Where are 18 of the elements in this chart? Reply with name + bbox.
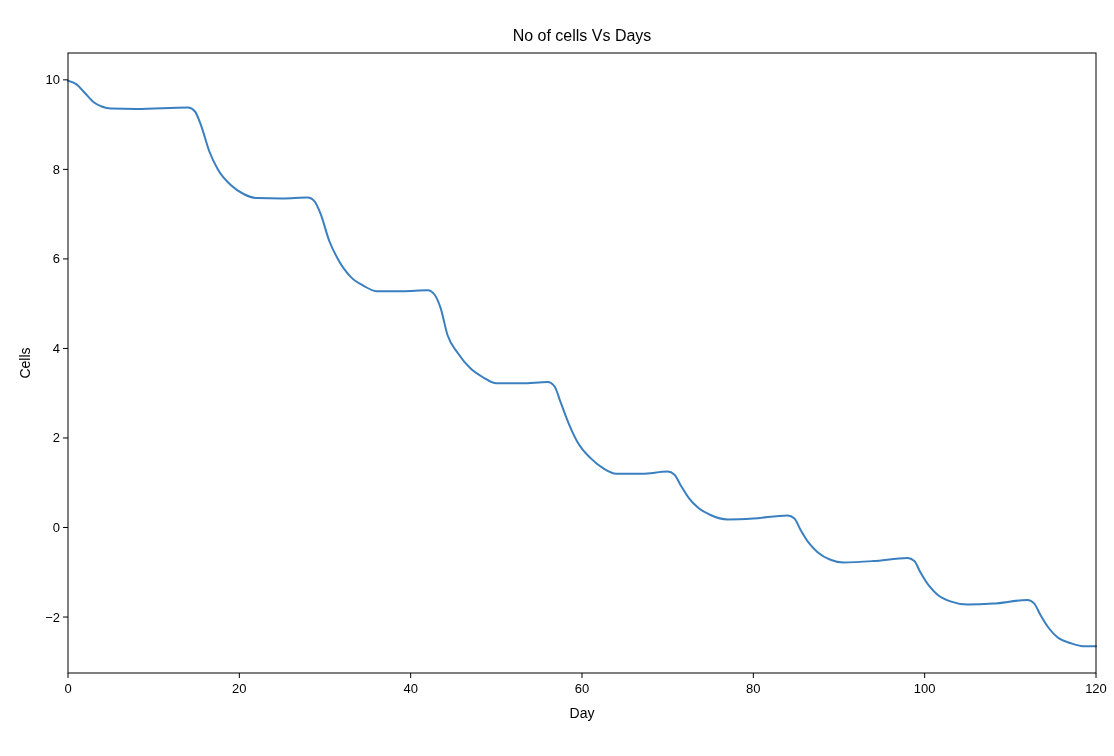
line-series [67,79,1097,648]
x-tick-label: 60 [574,681,590,696]
x-axis-title: Day [569,705,595,721]
y-tick-label: 6 [52,251,60,267]
y-tick-label: 10 [45,72,60,88]
x-tick-label: 20 [232,681,247,696]
y-tick-label: −2 [45,609,60,625]
y-axis-title: Cells [17,347,33,379]
x-tick-label: 80 [746,681,761,696]
x-tick-label: 120 [1085,681,1107,696]
chart-title: No of cells Vs Days [512,27,652,44]
y-tick-label: 2 [52,430,60,446]
y-tick-label: 4 [52,340,60,356]
y-tick-label: 8 [52,161,60,177]
x-tick-label: 0 [64,681,72,696]
x-tick-label: 100 [913,681,936,696]
x-tick-label: 40 [403,681,418,696]
y-tick-label: 0 [52,520,60,536]
